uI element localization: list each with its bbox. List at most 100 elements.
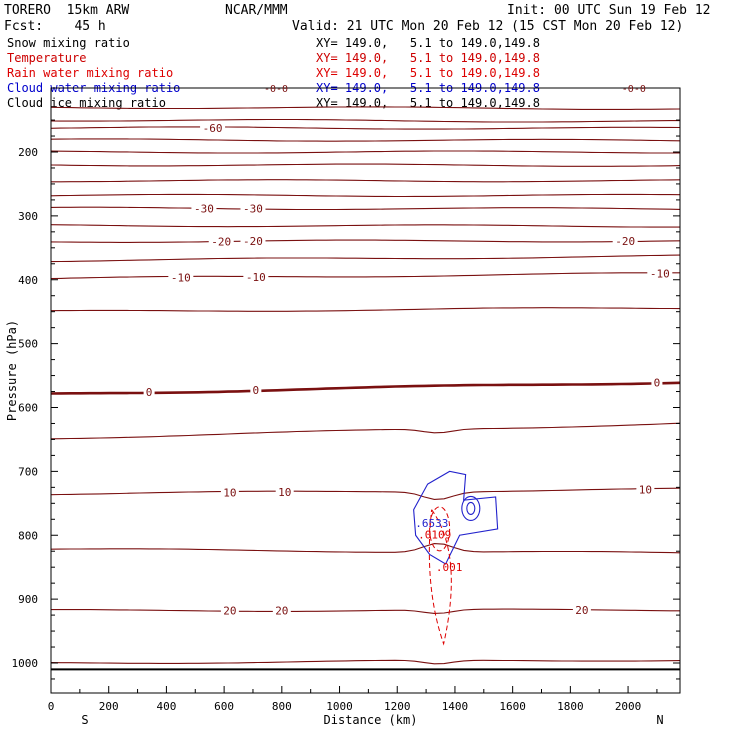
isotherm-label: 20 xyxy=(223,604,236,617)
cloud-label: .001 xyxy=(436,561,463,574)
isotherm--15 xyxy=(50,254,681,263)
isotherm-label: -20 xyxy=(211,235,231,248)
isotherm-15 xyxy=(50,543,681,554)
cloud-label: .6533 xyxy=(415,517,448,530)
isotherm--30 xyxy=(50,206,681,211)
plot-frame xyxy=(50,87,681,694)
isotherm-label: -10 xyxy=(246,271,266,284)
isotherm--20 xyxy=(50,239,681,243)
label-bg xyxy=(243,269,269,283)
x-tick-label: 600 xyxy=(214,700,234,713)
label-bg xyxy=(612,233,638,247)
legend-label: Temperature xyxy=(7,51,87,65)
valid-time: Valid: 21 UTC Mon 20 Feb 12 (15 CST Mon … xyxy=(292,19,684,34)
x-tick-label: 1800 xyxy=(557,700,584,713)
legend-coordinates: XY= 149.0, 5.1 to 149.0,149.8 xyxy=(316,51,540,65)
isotherm-label: 0 xyxy=(654,376,661,389)
north-label: N xyxy=(656,713,663,727)
x-tick-label: 0 xyxy=(48,700,55,713)
label-bg xyxy=(572,603,591,617)
label-bg xyxy=(272,603,291,617)
isotherm-5 xyxy=(50,422,681,440)
isotherm-label: 10 xyxy=(278,486,291,499)
y-tick-label: 400 xyxy=(18,274,38,287)
isotherm-label: 10 xyxy=(639,484,652,497)
organization: NCAR/MMM xyxy=(225,3,288,18)
clipped-label: -0-0 xyxy=(622,84,646,95)
label-bg xyxy=(168,270,194,284)
x-tick-label: 1400 xyxy=(442,700,469,713)
y-tick-label: 900 xyxy=(18,593,38,606)
contour-labels: -60 -30 -30 -20 -20 -20 -10 -10 -10 0 0 0 10 10 10 20 20… xyxy=(143,84,673,617)
x-tick-label: 1600 xyxy=(499,700,526,713)
label-bg xyxy=(200,120,226,134)
isotherm-label: -10 xyxy=(650,268,670,281)
isotherm-label: -30 xyxy=(194,202,214,215)
isotherm-label: -20 xyxy=(615,235,635,248)
isotherm-label: 0 xyxy=(253,384,260,397)
label-bg xyxy=(240,201,266,215)
label-bg xyxy=(191,201,217,215)
label-bg xyxy=(240,234,266,248)
isotherm-label: 10 xyxy=(223,486,236,499)
isotherm-label: -30 xyxy=(243,202,263,215)
rain-water-contour xyxy=(428,509,452,646)
rain-water-contour xyxy=(429,506,451,552)
isotherm-label: -60 xyxy=(203,122,223,135)
isotherm-10 xyxy=(50,487,681,500)
y-tick-label: 800 xyxy=(18,529,38,542)
cloud-contours xyxy=(413,470,499,646)
isotherm-label: -10 xyxy=(171,271,191,284)
isotherm--60 xyxy=(50,126,681,130)
cloud-water-contour xyxy=(413,470,499,565)
y-tick-label: 200 xyxy=(18,146,38,159)
label-bg xyxy=(275,485,294,499)
model-name: TORERO 15km ARW xyxy=(4,3,130,18)
isotherm--5 xyxy=(50,307,681,312)
isotherm--65 xyxy=(50,118,680,123)
isotherm--25 xyxy=(50,224,680,228)
x-tick-label: 400 xyxy=(156,700,176,713)
isotherm--40 xyxy=(51,179,681,183)
label-bg xyxy=(647,266,673,280)
isotherm--10 xyxy=(50,272,680,280)
x-tick-label: 1000 xyxy=(326,700,353,713)
legend-label: Rain water mixing ratio xyxy=(7,66,174,80)
x-tick-label: 800 xyxy=(272,700,292,713)
isotherm--45 xyxy=(50,163,681,167)
isotherm--70 xyxy=(50,106,681,110)
legend-label: Snow mixing ratio xyxy=(7,36,130,50)
y-tick-label: 500 xyxy=(18,338,38,351)
isotherm-label: 0 xyxy=(146,386,153,399)
x-tick-label: 1200 xyxy=(384,700,411,713)
isotherm-label: 20 xyxy=(575,604,588,617)
label-bg xyxy=(143,385,155,399)
y-tick-label: 700 xyxy=(18,465,38,478)
label-bg xyxy=(636,482,655,496)
legend-coordinates: XY= 149.0, 5.1 to 149.0,149.8 xyxy=(316,66,540,80)
cloud-water-contour xyxy=(466,501,476,515)
clipped-label: -0-0 xyxy=(264,84,288,95)
isotherm--50 xyxy=(50,150,680,154)
isotherm--55 xyxy=(50,138,681,142)
label-bg xyxy=(208,234,234,248)
isotherm-contours xyxy=(50,106,681,665)
isotherm-0 xyxy=(50,381,681,395)
forecast-hour: Fcst: 45 h xyxy=(4,19,106,34)
legend-coordinates: XY= 149.0, 5.1 to 149.0,149.8 xyxy=(316,36,540,50)
init-time: Init: 00 UTC Sun 19 Feb 12 xyxy=(507,3,711,18)
label-bg xyxy=(250,383,262,397)
x-axis-label: Distance (km) xyxy=(324,713,418,727)
south-label: S xyxy=(81,713,88,727)
y-tick-label: 300 xyxy=(18,210,38,223)
x-tick-label: 2000 xyxy=(615,700,642,713)
label-bg xyxy=(220,485,239,499)
isotherm-label: -20 xyxy=(243,235,263,248)
y-axis-label: Pressure (hPa) xyxy=(5,320,19,421)
y-tick-label: 1000 xyxy=(12,657,39,670)
label-bg xyxy=(651,375,663,389)
x-tick-label: 200 xyxy=(99,700,119,713)
isotherm--35 xyxy=(50,193,681,198)
